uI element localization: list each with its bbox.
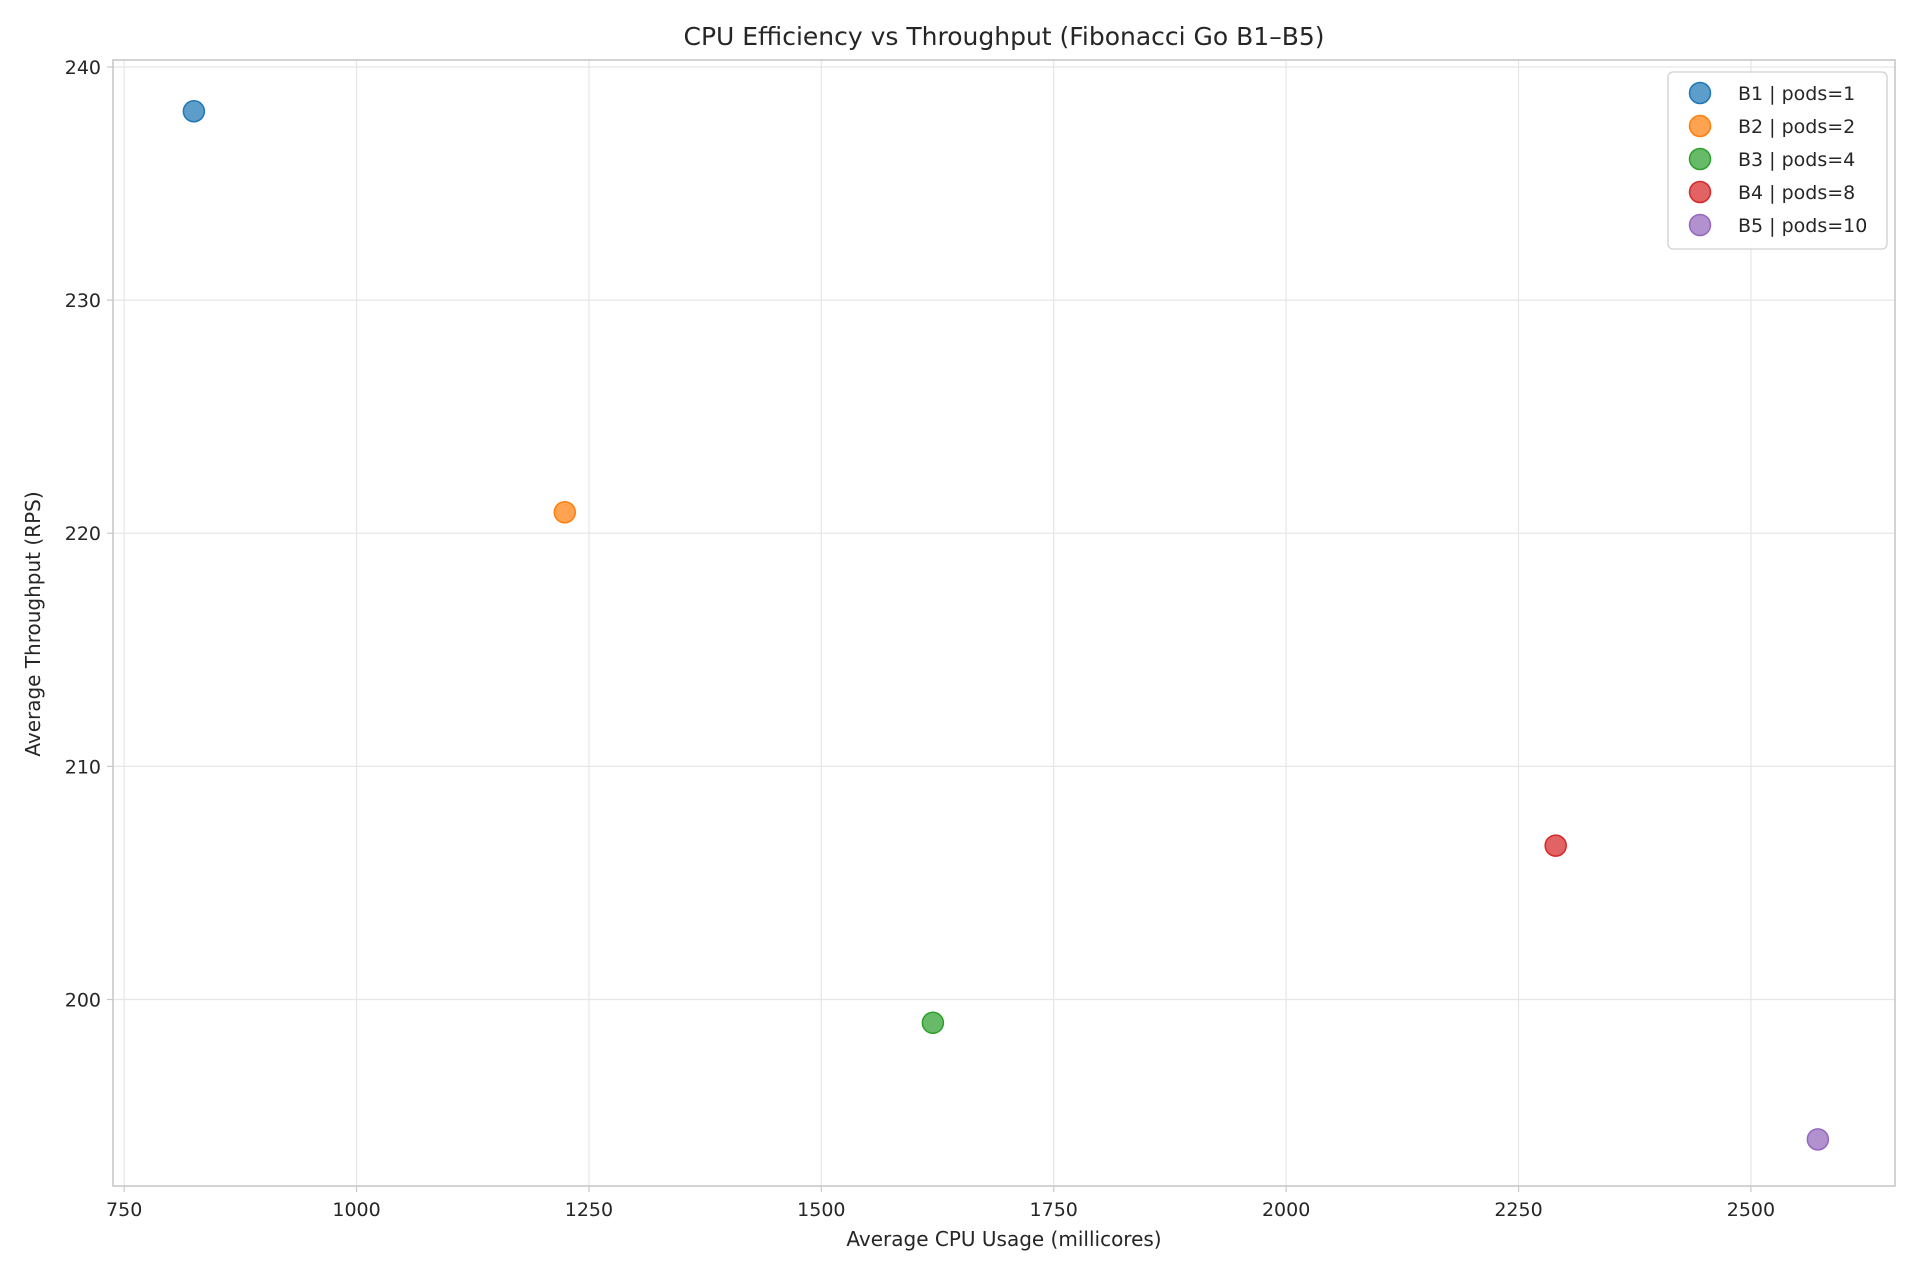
- grid-lines: [113, 60, 1895, 1186]
- data-point-1: [182, 100, 206, 123]
- data-points: [182, 100, 1830, 1151]
- legend-marker: [1688, 114, 1712, 138]
- x-tick-label: 1250: [565, 1199, 613, 1221]
- x-tick-label: 1000: [332, 1199, 380, 1221]
- x-tick-label: 2250: [1494, 1199, 1542, 1221]
- y-tick-label: 220: [65, 523, 101, 545]
- y-tick-label: 210: [65, 756, 101, 778]
- data-point-4: [1544, 834, 1567, 857]
- legend-label: B2 | pods=2: [1738, 116, 1855, 138]
- legend-marker: [1688, 147, 1712, 171]
- chart-title: CPU Efficiency vs Throughput (Fibonacci …: [683, 22, 1324, 51]
- legend-label: B3 | pods=4: [1738, 149, 1855, 171]
- x-tick-label: 1500: [797, 1199, 845, 1221]
- legend-label: B4 | pods=8: [1738, 182, 1855, 204]
- data-point-3: [921, 1011, 945, 1035]
- data-point-2: [553, 501, 577, 524]
- legend-marker: [1688, 180, 1712, 204]
- x-tick-label: 750: [106, 1199, 142, 1221]
- data-point-5: [1806, 1128, 1830, 1151]
- legend-marker: [1688, 81, 1712, 105]
- plot-frame: [112, 59, 1896, 1187]
- x-axis-label: Average CPU Usage (millicores): [846, 1227, 1161, 1251]
- y-tick-label: 240: [65, 57, 101, 79]
- legend-marker: [1688, 213, 1712, 237]
- legend-label: B5 | pods=10: [1738, 215, 1867, 237]
- x-tick-label: 1750: [1030, 1199, 1078, 1221]
- x-tick-label: 2000: [1262, 1199, 1310, 1221]
- legend: B1 | pods=1 B2 | pods=2 B3 | pods=4 B4 | po…: [1667, 71, 1888, 250]
- x-tick-label: 2500: [1727, 1199, 1775, 1221]
- legend-label: B1 | pods=1: [1738, 83, 1855, 105]
- legend-box: [1667, 71, 1888, 250]
- y-axis-label: Average Throughput (RPS): [21, 491, 45, 756]
- y-tick-label: 230: [65, 290, 101, 312]
- y-tick-label: 200: [65, 989, 101, 1011]
- axis-ticks: 750 1000 1250 1500 1750 2000 2250 2500 200 210 220…: [65, 57, 1775, 1221]
